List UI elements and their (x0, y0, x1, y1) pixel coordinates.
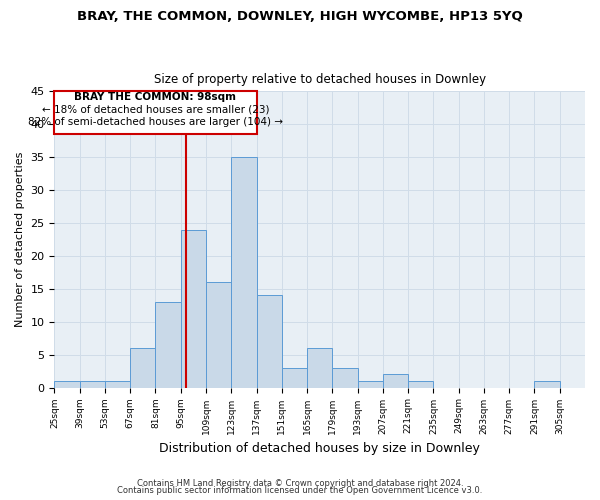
Bar (307, 348, 332, 388)
Bar (55, 381, 80, 388)
X-axis label: Distribution of detached houses by size in Downley: Distribution of detached houses by size … (159, 442, 480, 455)
Bar (383, 374, 408, 388)
Bar (181, 230, 206, 388)
Y-axis label: Number of detached properties: Number of detached properties (15, 152, 25, 327)
Text: ← 18% of detached houses are smaller (23): ← 18% of detached houses are smaller (23… (42, 104, 269, 115)
Bar (206, 282, 231, 388)
Bar (80, 381, 105, 388)
Text: BRAY THE COMMON: 98sqm: BRAY THE COMMON: 98sqm (74, 92, 236, 102)
Text: BRAY, THE COMMON, DOWNLEY, HIGH WYCOMBE, HP13 5YQ: BRAY, THE COMMON, DOWNLEY, HIGH WYCOMBE,… (77, 10, 523, 23)
Text: Contains HM Land Registry data © Crown copyright and database right 2024.: Contains HM Land Registry data © Crown c… (137, 478, 463, 488)
Bar (105, 381, 130, 388)
Bar (155, 302, 181, 388)
Bar (282, 368, 307, 388)
Bar (535, 381, 560, 388)
Bar (358, 381, 383, 388)
Text: 82% of semi-detached houses are larger (104) →: 82% of semi-detached houses are larger (… (28, 117, 283, 127)
Bar (130, 348, 155, 388)
Bar (257, 296, 282, 388)
Text: Contains public sector information licensed under the Open Government Licence v3: Contains public sector information licen… (118, 486, 482, 495)
Bar (231, 157, 257, 388)
Bar (332, 368, 358, 388)
Bar (408, 381, 433, 388)
Title: Size of property relative to detached houses in Downley: Size of property relative to detached ho… (154, 73, 486, 86)
Bar (55, 92, 257, 134)
